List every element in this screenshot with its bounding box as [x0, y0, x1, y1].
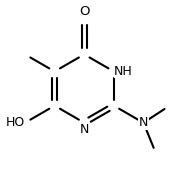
Text: HO: HO	[6, 116, 25, 129]
Text: N: N	[139, 116, 148, 129]
Text: N: N	[80, 123, 89, 136]
Text: N: N	[139, 116, 148, 129]
Text: NH: NH	[114, 65, 133, 78]
Text: O: O	[79, 6, 89, 18]
